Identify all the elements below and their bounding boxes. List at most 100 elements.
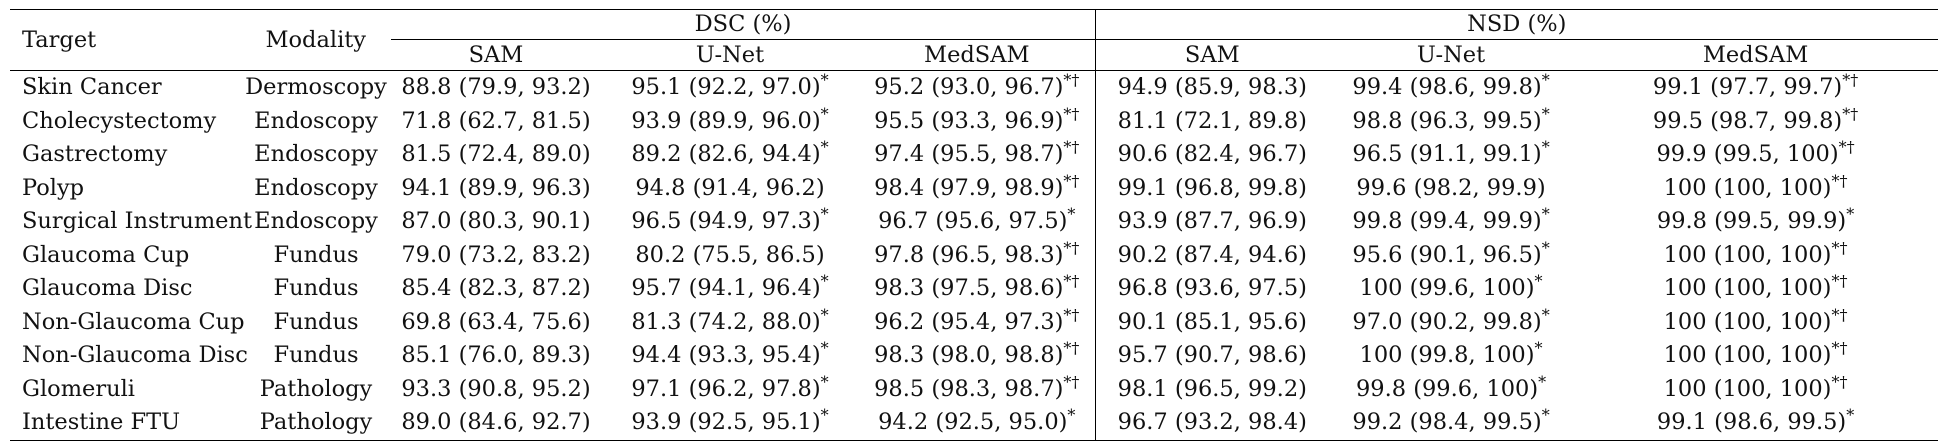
cell-nsd-unet: 99.2 (98.4, 99.5)*: [1329, 405, 1574, 441]
significance-mark: *†: [1063, 271, 1080, 291]
significance-mark: *: [820, 271, 829, 291]
significance-mark: *†: [1831, 171, 1848, 190]
cell-nsd-medsam: 100 (100, 100)*†: [1573, 306, 1938, 340]
cell-value: 99.2 (98.4, 99.5): [1352, 409, 1542, 435]
cell-value: 87.0 (80.3, 90.1): [401, 208, 591, 234]
cell-value: 97.4 (95.5, 98.7): [874, 141, 1064, 167]
cell-nsd-unet: 99.6 (98.2, 99.9): [1329, 172, 1573, 206]
cell-dsc-sam: 93.3 (90.8, 95.2): [391, 373, 601, 407]
cell-nsd-sam: 81.1 (72.1, 89.8): [1095, 105, 1329, 139]
cell-value: 81.1 (72.1, 89.8): [1117, 107, 1307, 134]
cell-modality: Fundus: [273, 241, 359, 268]
significance-mark: *: [1541, 405, 1550, 425]
significance-mark: *: [1541, 137, 1550, 157]
cell-value: 100 (99.6, 100): [1359, 275, 1535, 301]
cell-value: 79.0 (73.2, 83.2): [401, 241, 591, 268]
cell-value: 99.1 (97.7, 99.7): [1652, 74, 1843, 100]
cell-dsc-unet: 94.4 (93.3, 95.4)*: [601, 339, 859, 373]
significance-mark: *: [820, 305, 829, 324]
cell-value: 89.2 (82.6, 94.4): [631, 141, 821, 167]
cell-value: 93.3 (90.8, 95.2): [401, 375, 591, 402]
significance-mark: *†: [1063, 338, 1080, 358]
cell-value: 81.3 (74.2, 88.0): [631, 308, 821, 335]
cell-value: 85.1 (76.0, 89.3): [401, 342, 591, 368]
header-dsc: DSC (%): [391, 9, 1096, 40]
significance-mark: *: [1541, 238, 1550, 257]
cell-dsc-sam: 71.8 (62.7, 81.5): [391, 105, 601, 139]
significance-mark: *†: [1831, 271, 1848, 291]
cell-dsc-unet: 93.9 (89.9, 96.0)*: [601, 105, 859, 139]
significance-mark: *†: [1842, 70, 1859, 90]
cell-value: 99.6 (98.2, 99.9): [1356, 174, 1546, 201]
cell-dsc-medsam: 98.3 (98.0, 98.8)*†: [859, 338, 1096, 373]
significance-mark: *†: [1063, 137, 1080, 157]
cell-value: 99.8 (99.5, 99.9): [1656, 208, 1847, 234]
significance-mark: *†: [1063, 104, 1080, 123]
cell-nsd-unet: 100 (99.8, 100)*: [1329, 339, 1573, 373]
cell-nsd-unet: 95.6 (90.1, 96.5)*: [1329, 239, 1573, 273]
cell-modality: Endoscopy: [254, 107, 378, 134]
cell-dsc-medsam: 95.2 (93.0, 96.7)*†: [859, 70, 1096, 105]
header-dsc-sam: SAM: [391, 39, 601, 71]
cell-modality: Endoscopy: [254, 174, 378, 201]
header-modality: Modality: [241, 9, 391, 71]
significance-mark: *: [1534, 338, 1543, 358]
cell-dsc-unet: 89.2 (82.6, 94.4)*: [601, 138, 859, 172]
cell-dsc-medsam: 96.7 (95.6, 97.5)*: [859, 205, 1096, 239]
cell-value: 89.0 (84.6, 92.7): [401, 409, 591, 435]
cell-value: 98.3 (98.0, 98.8): [874, 342, 1064, 368]
table-row: Cholecystectomy Endoscopy 71.8 (62.7, 81.5…: [10, 104, 1938, 139]
cell-dsc-unet: 95.1 (92.2, 97.0)*: [601, 71, 859, 105]
header-dsc-unet: U-Net: [601, 39, 859, 71]
cell-value: 100 (100, 100): [1663, 174, 1832, 201]
significance-mark: *: [1541, 104, 1550, 123]
significance-mark: *†: [1831, 305, 1848, 324]
significance-mark: *: [1541, 305, 1550, 324]
header-nsd-medsam: MedSAM: [1573, 39, 1939, 71]
cell-value: 85.4 (82.3, 87.2): [401, 275, 591, 301]
significance-mark: *†: [1831, 338, 1848, 358]
cell-modality: Dermoscopy: [245, 74, 387, 100]
cell-dsc-medsam: 98.3 (97.5, 98.6)*†: [859, 271, 1096, 306]
cell-value: 95.5 (93.3, 96.9): [874, 107, 1064, 134]
cell-value: 94.1 (89.9, 96.3): [401, 174, 591, 201]
table-header: Target Modality DSC (%) NSD (%) SAM U-Ne…: [10, 9, 1939, 71]
cell-nsd-unet: 96.5 (91.1, 99.1)*: [1329, 138, 1573, 172]
significance-mark: *: [820, 137, 829, 157]
table-row: Surgical Instrument Endoscopy 87.0 (80.3, …: [10, 205, 1938, 239]
cell-value: 71.8 (62.7, 81.5): [401, 107, 591, 134]
table-row: Non-Glaucoma Disc Fundus 85.1 (76.0, 89.3)…: [10, 339, 1938, 373]
significance-mark: *: [1067, 405, 1076, 425]
cell-nsd-sam: 90.1 (85.1, 95.6): [1095, 306, 1329, 340]
cell-value: 69.8 (63.4, 75.6): [401, 308, 591, 335]
cell-value: 99.8 (99.4, 99.9): [1352, 208, 1542, 234]
significance-mark: *: [1538, 372, 1547, 391]
cell-value: 90.1 (85.1, 95.6): [1117, 308, 1307, 335]
table-row: Non-Glaucoma Cup Fundus 69.8 (63.4, 75.6) 8…: [10, 305, 1938, 340]
cell-value: 98.5 (98.3, 98.7): [874, 375, 1064, 402]
header-row-groups: Target Modality DSC (%) NSD (%): [10, 9, 1939, 71]
cell-nsd-medsam: 100 (100, 100)*†: [1573, 373, 1938, 407]
cell-nsd-sam: 96.8 (93.6, 97.5): [1095, 272, 1329, 306]
significance-mark: *†: [1063, 171, 1080, 190]
cell-nsd-sam: 98.1 (96.5, 99.2): [1095, 373, 1329, 407]
cell-value: 88.8 (79.9, 93.2): [401, 74, 591, 100]
header-target: Target: [10, 9, 241, 71]
significance-mark: *†: [1831, 238, 1848, 257]
significance-mark: *†: [1842, 104, 1859, 123]
cell-dsc-sam: 94.1 (89.9, 96.3): [391, 172, 601, 206]
significance-mark: *: [820, 104, 829, 123]
cell-target: Non-Glaucoma Disc: [22, 342, 248, 368]
cell-value: 100 (100, 100): [1663, 342, 1832, 368]
cell-dsc-sam: 69.8 (63.4, 75.6): [391, 306, 601, 340]
cell-value: 100 (100, 100): [1663, 241, 1832, 268]
cell-dsc-unet: 97.1 (96.2, 97.8)*: [601, 373, 859, 407]
cell-dsc-unet: 95.7 (94.1, 96.4)*: [601, 272, 859, 306]
cell-value: 96.7 (93.2, 98.4): [1117, 409, 1307, 435]
significance-mark: *: [820, 338, 829, 358]
table-row: Gastrectomy Endoscopy 81.5 (72.4, 89.0) 89.…: [10, 138, 1938, 172]
cell-value: 90.6 (82.4, 96.7): [1117, 141, 1307, 167]
cell-nsd-unet: 99.8 (99.4, 99.9)*: [1329, 205, 1573, 239]
table-row: Glaucoma Disc Fundus 85.4 (82.3, 87.2) 95.7…: [10, 272, 1938, 306]
cell-value: 100 (100, 100): [1663, 275, 1832, 301]
